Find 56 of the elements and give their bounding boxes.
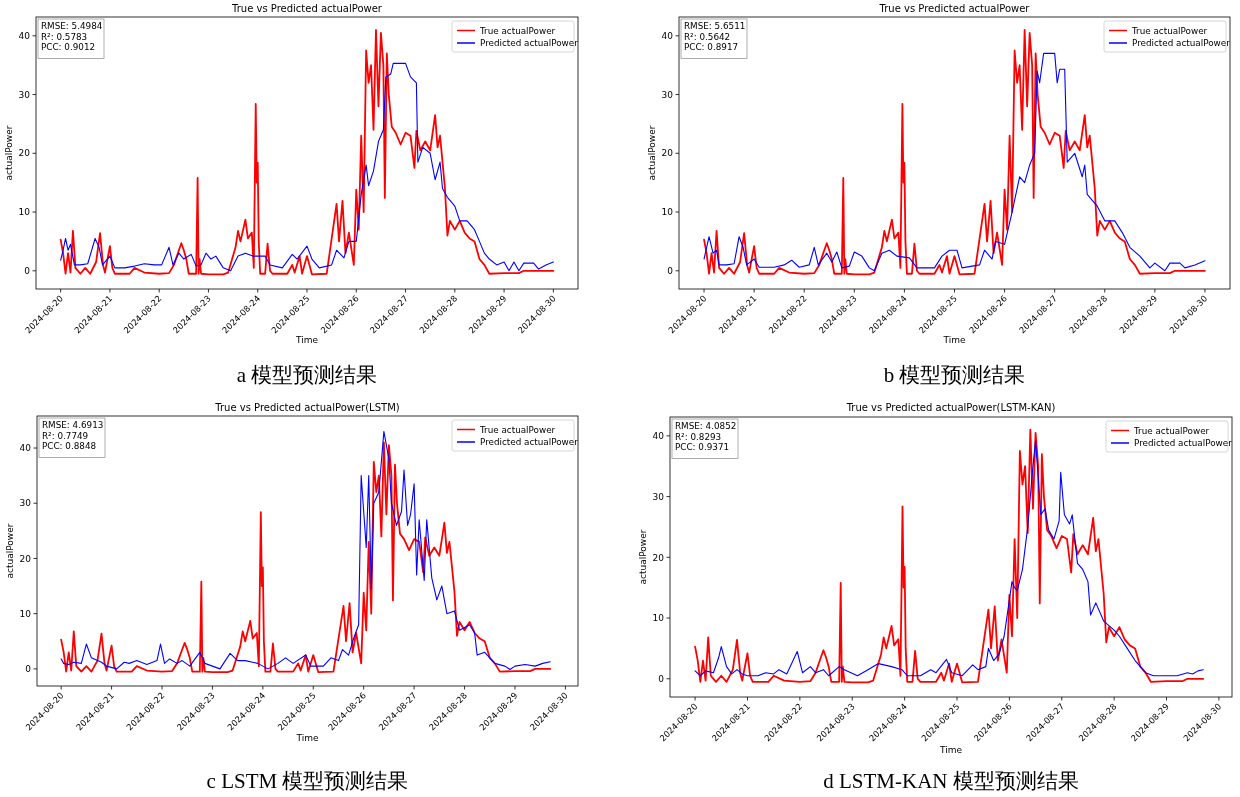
y-tick-label: 20: [652, 552, 665, 563]
annotation: RMSE: 4.6913: [42, 420, 104, 430]
chart-title: True vs Predicted actualPower(LSTM-KAN): [845, 402, 1056, 413]
y-tick-label: 30: [661, 89, 674, 100]
legend-label: Predicted actualPower: [1132, 38, 1231, 48]
y-tick-label: 20: [19, 553, 32, 564]
y-tick-label: 0: [25, 664, 32, 675]
annotation: PCC: 0.9012: [41, 42, 96, 52]
y-tick-label: 40: [18, 31, 31, 41]
chart-title: True vs Predicted actualPower: [878, 3, 1031, 14]
y-tick-label: 20: [18, 148, 31, 159]
y-tick-label: 10: [18, 207, 31, 218]
y-axis-title: actualPower: [638, 529, 648, 585]
chart-title: True vs Predicted actualPower(LSTM): [214, 402, 400, 413]
y-axis-title: actualPower: [5, 523, 15, 579]
y-tick-label: 0: [667, 265, 674, 276]
y-tick-label: 40: [19, 443, 32, 454]
y-tick-label: 10: [661, 207, 674, 218]
y-axis-title: actualPower: [4, 125, 14, 181]
y-tick-label: 0: [658, 673, 665, 684]
y-tick-label: 0: [24, 265, 31, 276]
chart-title: True vs Predicted actualPower: [231, 3, 383, 14]
x-axis-title: Time: [942, 335, 966, 345]
y-axis-title: actualPower: [647, 125, 657, 181]
x-axis-title: Time: [295, 733, 319, 743]
annotation: RMSE: 4.0852: [675, 421, 737, 431]
y-tick-label: 30: [652, 491, 665, 502]
legend-label: Predicted actualPower: [480, 38, 579, 48]
legend-label: True actualPower: [479, 424, 556, 435]
text: a 模型预测结果: [236, 363, 378, 387]
x-axis-title: Time: [938, 745, 963, 755]
x-axis-title: Time: [294, 335, 319, 345]
text: c LSTM 模型预测结果: [206, 769, 409, 793]
text: b 模型预测结果: [883, 363, 1026, 387]
legend-label: Predicted actualPower: [480, 437, 579, 447]
annotation: R²: 0.8293: [675, 431, 722, 442]
y-tick-label: 20: [661, 148, 674, 159]
y-tick-label: 40: [661, 31, 674, 41]
y-tick-label: 10: [652, 613, 665, 624]
text: d LSTM-KAN 模型预测结果: [823, 769, 1079, 793]
annotation: RMSE: 5.6511: [684, 21, 746, 31]
annotation: R²: 0.5642: [684, 31, 731, 42]
legend-label: True actualPower: [1131, 25, 1208, 36]
legend-label: True actualPower: [1133, 425, 1210, 436]
y-tick-label: 40: [652, 431, 665, 442]
annotation: RMSE: 5.4984: [41, 21, 103, 31]
annotation: R²: 0.7749: [42, 430, 89, 441]
annotation: PCC: 0.8848: [42, 441, 97, 451]
y-tick-label: 10: [19, 608, 32, 619]
annotation: R²: 0.5783: [41, 31, 88, 42]
annotation: PCC: 0.9371: [675, 442, 730, 452]
annotation: PCC: 0.8917: [684, 42, 739, 52]
legend-label: True actualPower: [479, 25, 556, 36]
y-tick-label: 30: [19, 498, 32, 509]
legend-label: Predicted actualPower: [1134, 438, 1233, 448]
y-tick-label: 30: [18, 89, 31, 100]
